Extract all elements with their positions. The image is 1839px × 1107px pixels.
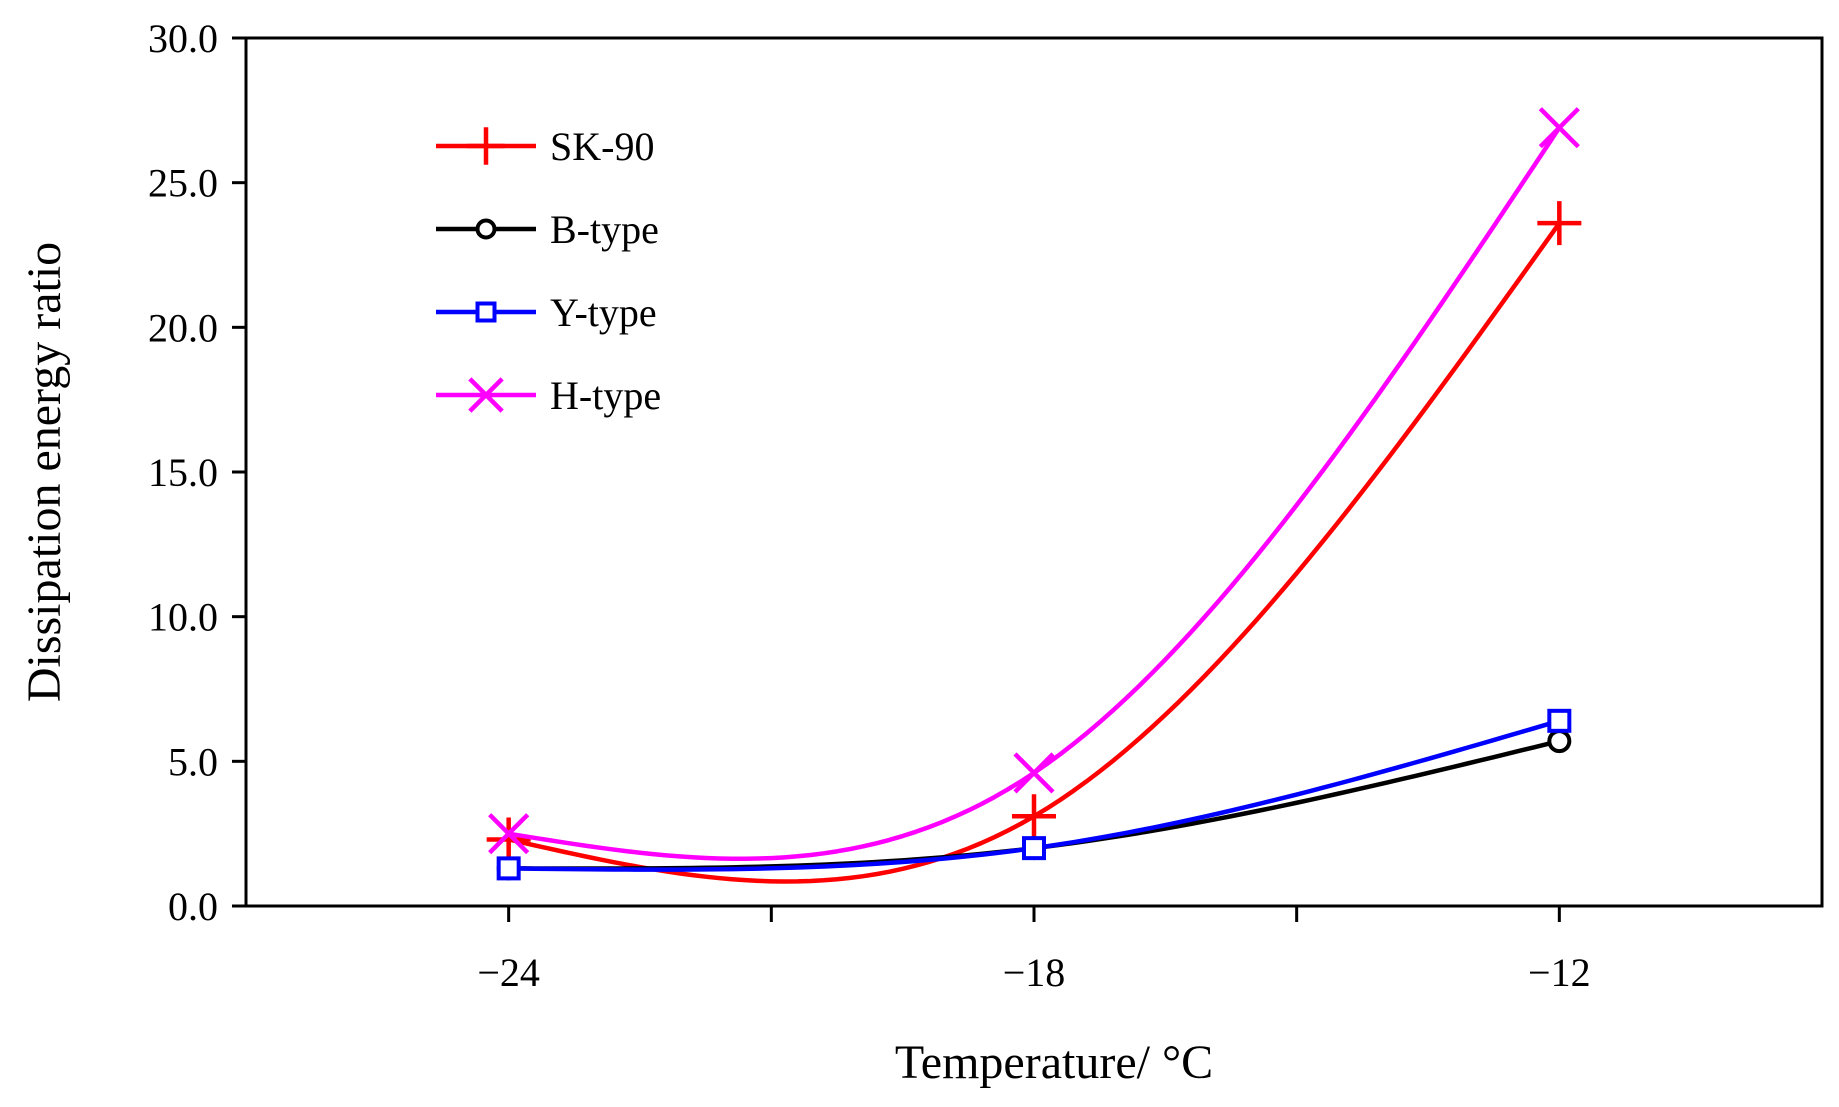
x-tick-label: −18 (1003, 950, 1066, 995)
x-axis-title: Temperature/ °C (895, 1036, 1213, 1089)
marker-cross (1538, 107, 1580, 149)
legend-label: B-type (550, 207, 659, 252)
marker-cross (468, 377, 504, 413)
marker-plus (486, 817, 531, 862)
legend-label: SK-90 (550, 124, 654, 169)
y-tick-label: 20.0 (148, 305, 218, 350)
x-tick-label: −24 (477, 950, 540, 995)
y-axis-title: Dissipation energy ratio (18, 242, 71, 702)
y-tick-label: 15.0 (148, 450, 218, 495)
series-y-type (496, 708, 1572, 881)
legend-item: B-type (436, 207, 659, 252)
marker-plus (467, 127, 505, 165)
marker-square (475, 301, 497, 323)
series-sk-90 (486, 201, 1582, 884)
y-tick-label: 30.0 (148, 16, 218, 61)
legend-label: H-type (550, 373, 661, 418)
series-h-type (488, 107, 1580, 862)
marker-cross (1013, 752, 1055, 794)
marker-circle (475, 218, 497, 240)
legend-item: SK-90 (436, 124, 654, 169)
legend-label: Y-type (550, 290, 657, 335)
legend-item: H-type (436, 373, 661, 418)
y-tick-label: 5.0 (168, 739, 218, 784)
legend-item: Y-type (436, 290, 657, 335)
axes-layer: 0.0 5.0 10.0 15.0 20.0 25.0 30.0 −24 −18 −12 (148, 16, 1591, 995)
y-tick-label: 0.0 (168, 884, 218, 929)
y-tick-label: 10.0 (148, 595, 218, 640)
marker-square (1547, 708, 1572, 733)
series-layer (486, 107, 1582, 884)
marker-plus (1012, 794, 1056, 839)
legend: SK-90 B-type Y-type H-type (436, 124, 661, 418)
marker-cross (488, 813, 530, 855)
y-tick-label: 25.0 (148, 161, 218, 206)
marker-square (496, 856, 521, 881)
x-tick-label: −12 (1528, 950, 1591, 995)
marker-square (1022, 836, 1046, 861)
marker-circle (1547, 729, 1572, 754)
marker-plus (1537, 201, 1582, 246)
